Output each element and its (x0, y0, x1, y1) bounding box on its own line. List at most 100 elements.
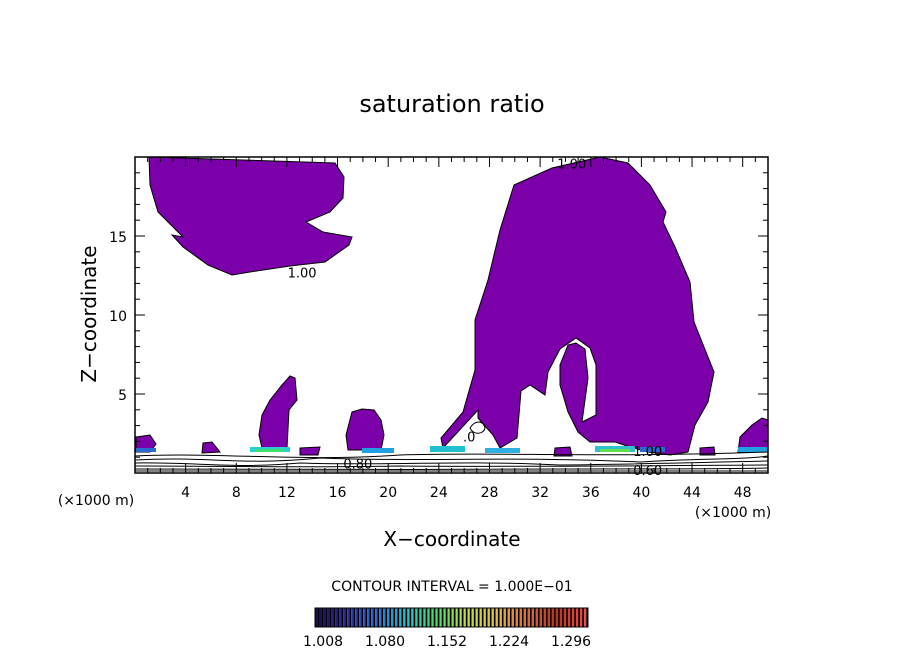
colorbar-stripe (551, 608, 555, 627)
colorbar-stripe-gap (317, 608, 320, 627)
y-tick-label: 15 (109, 230, 127, 246)
contour-line (134, 451, 769, 459)
colorbar-stripe-gap (554, 608, 556, 627)
colorbar-stripe-gap (437, 608, 440, 627)
y-tick-label: 10 (109, 309, 127, 325)
colorbar-stripe (491, 608, 494, 627)
upper-left-cloud (148, 156, 353, 276)
colorbar-stripe-gap (357, 608, 360, 627)
colorbar-stripe-gap (481, 608, 484, 627)
colorbar-stripe (407, 608, 410, 627)
colorbar-stripe (475, 608, 478, 627)
colorbar-stripe (371, 608, 374, 627)
colorbar-stripe (579, 608, 583, 627)
colorbar-stripe-gap (465, 608, 468, 627)
colorbar-stripe (543, 608, 547, 627)
x-tick-label: 28 (481, 485, 499, 501)
colorbar-stripe-gap (534, 608, 536, 627)
contour-labels: 1.00 1.00 0.80 0.60 1.00 .0 (288, 157, 663, 479)
colorbar-stripe (403, 608, 406, 627)
colorbar-stripe-gap (441, 608, 444, 627)
colorbar-stripe (411, 608, 414, 627)
colorbar-stripe (523, 608, 526, 627)
colorbar-stripe-gap (558, 608, 560, 627)
x-unit-left: (×1000 m) (58, 493, 134, 509)
colorbar-tick-label: 1.008 (303, 634, 343, 650)
colorbar-stripe-gap (409, 608, 412, 627)
colorbar-stripe-gap (485, 608, 488, 627)
colorbar-stripe-gap (497, 608, 500, 627)
main-plume (440, 156, 715, 456)
colorbar-stripes (315, 608, 588, 627)
colorbar-stripe (563, 608, 567, 627)
x-tick-label: 32 (531, 485, 549, 501)
colorbar-stripe-gap (445, 608, 448, 627)
colorbar-stripe-gap (449, 608, 452, 627)
colorbar-tick-label: 1.080 (365, 634, 405, 650)
supersaturation-bands (136, 446, 768, 453)
x-ticks: 4 8 12 16 20 24 28 32 36 40 44 48 (147, 157, 756, 501)
band (738, 447, 768, 452)
band (430, 446, 465, 452)
colorbar-stripe (443, 608, 446, 627)
colorbar-stripe (439, 608, 442, 627)
colorbar-stripe-gap (321, 608, 324, 627)
colorbar-stripe-gap (517, 608, 520, 627)
contour-label: 1.00 (288, 266, 317, 281)
small-blob-5 (553, 446, 573, 457)
x-tick-label: 20 (379, 485, 397, 501)
colorbar-stripe (463, 608, 466, 627)
colorbar-stripe-gap (405, 608, 408, 627)
band (255, 449, 283, 452)
colorbar: 1.008 1.080 1.152 1.224 1.296 (303, 607, 591, 650)
colorbar-stripe (395, 608, 398, 627)
colorbar-stripe-gap (325, 608, 328, 627)
colorbar-stripe (451, 608, 454, 627)
colorbar-stripe-gap (477, 608, 480, 627)
x-tick-label: 16 (329, 485, 347, 501)
colorbar-stripe-gap (377, 608, 380, 627)
colorbar-stripe (571, 608, 575, 627)
band (362, 448, 394, 453)
colorbar-stripe-gap (373, 608, 376, 627)
colorbar-stripe-gap (381, 608, 384, 627)
colorbar-stripe (323, 608, 326, 627)
colorbar-stripe (455, 608, 458, 627)
x-tick-label: 4 (181, 485, 190, 501)
colorbar-stripe (483, 608, 486, 627)
colorbar-stripe-gap (501, 608, 504, 627)
colorbar-stripe (355, 608, 358, 627)
colorbar-stripe-gap (365, 608, 368, 627)
colorbar-tick-label: 1.224 (489, 634, 529, 650)
colorbar-stripe-gap (566, 608, 568, 627)
band (640, 447, 665, 452)
colorbar-stripe (499, 608, 502, 627)
colorbar-stripe (383, 608, 386, 627)
colorbar-stripe-gap (550, 608, 552, 627)
contour-interval: CONTOUR INTERVAL = 1.000E−01 (331, 579, 572, 595)
colorbar-stripe (547, 608, 551, 627)
small-cloud-18 (345, 408, 385, 451)
colorbar-stripe (459, 608, 462, 627)
colorbar-stripe-gap (529, 608, 532, 627)
colorbar-stripe (343, 608, 346, 627)
colorbar-tick-label: 1.152 (427, 634, 467, 650)
colorbar-stripe-gap (505, 608, 508, 627)
colorbar-stripe (319, 608, 322, 627)
colorbar-stripe (427, 608, 430, 627)
colorbar-stripe-gap (397, 608, 400, 627)
colorbar-stripe-gap (421, 608, 424, 627)
colorbar-stripe (539, 608, 543, 627)
y-tick-label: 5 (118, 388, 127, 404)
colorbar-stripe-gap (389, 608, 392, 627)
colorbar-stripe-gap (433, 608, 436, 627)
colorbar-stripe-gap (337, 608, 340, 627)
colorbar-stripe (415, 608, 418, 627)
band (485, 448, 520, 453)
colorbar-stripe (507, 608, 510, 627)
colorbar-stripe (559, 608, 563, 627)
colorbar-stripe (447, 608, 450, 627)
colorbar-stripe-gap (586, 608, 588, 627)
colorbar-stripe (315, 608, 318, 627)
colorbar-stripe (567, 608, 571, 627)
